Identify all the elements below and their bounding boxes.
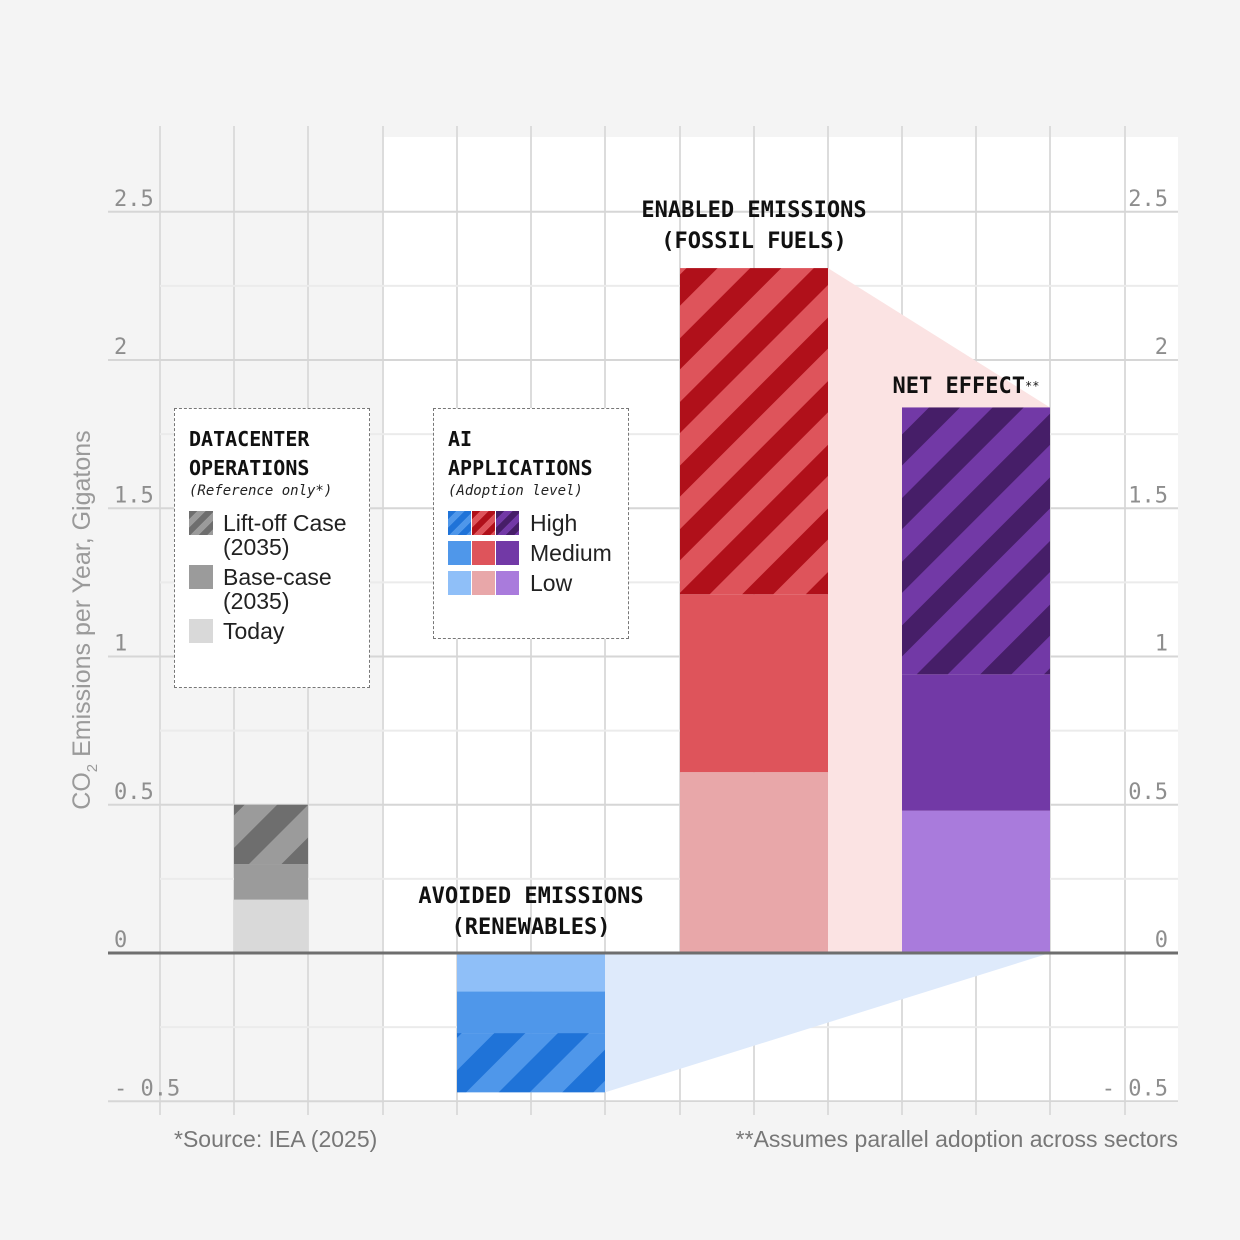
y-tick-label-left: - 0.5: [114, 1076, 180, 1101]
legend-item-label: Lift-off Case (2035): [223, 510, 347, 560]
base-case-swatch: [189, 565, 213, 589]
bar-segment-medium: [902, 674, 1050, 811]
y-tick-label-left: 0.5: [114, 780, 154, 805]
y-tick-label-right: 2: [1155, 335, 1168, 360]
legend-item-low: Low: [448, 571, 614, 595]
bar-segment-low: [457, 953, 605, 992]
legend-item-label: Low: [530, 570, 573, 596]
y-tick-label-right: - 0.5: [1102, 1076, 1168, 1101]
bar-segment-high: [902, 407, 1050, 675]
bar-segment-low: [902, 810, 1050, 953]
legend-ai-subtitle: (Adoption level): [448, 483, 583, 499]
legend-item-medium: Medium: [448, 541, 614, 565]
bar-segment-medium: [457, 991, 605, 1034]
bar-segment-medium: [680, 594, 828, 773]
y-tick-label-left: 2.5: [114, 187, 154, 212]
enabled-emissions-label-line1: ENABLED EMISSIONS: [641, 198, 866, 223]
today-swatch: [189, 619, 213, 643]
assumption-footnote: **Assumes parallel adoption across secto…: [735, 1126, 1178, 1152]
legend-datacenter-subtitle: (Reference only*): [189, 483, 333, 499]
legend-item-label: High: [530, 510, 578, 536]
y-tick-label-left: 2: [114, 335, 127, 360]
y-tick-label-right: 1.5: [1128, 483, 1168, 508]
y-axis-label: CO2 Emissions per Year, Gigatons: [68, 430, 101, 809]
liftoff-swatch: [189, 511, 213, 535]
avoided-to-net-wedge: [605, 953, 1050, 1093]
legend-datacenter-operations: DATACENTER OPERATIONS (Reference only*) …: [174, 408, 370, 688]
net-effect-label: NET EFFECT**: [893, 374, 1040, 399]
bar-segment-lift-off-case-2035-: [234, 804, 308, 865]
legend-item-high: High: [448, 511, 614, 535]
legend-item-label: Today: [223, 618, 285, 644]
legend-item-today: Today: [189, 619, 355, 643]
medium-swatch: [448, 541, 520, 565]
bars: [234, 268, 1050, 1093]
legend-item-liftoff: Lift-off Case (2035): [189, 511, 355, 559]
y-tick-label-left: 0: [114, 928, 127, 953]
y-tick-labels: 2.5 2.5 2 2 1.5 1.5 1 1 0.5 0.5 0 0 - 0.5 - 0.5: [114, 187, 1168, 1102]
bar-segment-high: [680, 268, 828, 595]
low-swatch: [448, 571, 520, 595]
bar-segment-low: [680, 772, 828, 953]
legend-ai-title: AI APPLICATIONS: [448, 427, 593, 480]
legend-item-label: Medium: [530, 540, 612, 566]
avoided-emissions-label-line1: AVOIDED EMISSIONS: [418, 884, 643, 909]
legend-ai-applications: AI APPLICATIONS (Adoption level) High Me…: [433, 408, 629, 639]
y-tick-label-left: 1.5: [114, 483, 154, 508]
legend-item-base-case: Base-case (2035): [189, 565, 355, 613]
bar-segment-high: [457, 1033, 605, 1093]
y-tick-label-right: 2.5: [1128, 187, 1168, 212]
y-tick-label-right: 0: [1155, 928, 1168, 953]
high-swatch: [448, 511, 520, 535]
avoided-emissions-label-line2: (RENEWABLES): [452, 915, 611, 940]
y-tick-label-left: 1: [114, 632, 127, 657]
source-footnote: *Source: IEA (2025): [174, 1126, 378, 1152]
bar-segment-today: [234, 899, 308, 953]
enabled-emissions-label-line2: (FOSSIL FUELS): [661, 229, 846, 254]
y-tick-label-right: 0.5: [1128, 780, 1168, 805]
y-tick-label-right: 1: [1155, 632, 1168, 657]
legend-datacenter-title: DATACENTER OPERATIONS: [189, 427, 310, 480]
legend-item-label: Base-case (2035): [223, 564, 332, 614]
bar-segment-base-case-2035-: [234, 864, 308, 900]
